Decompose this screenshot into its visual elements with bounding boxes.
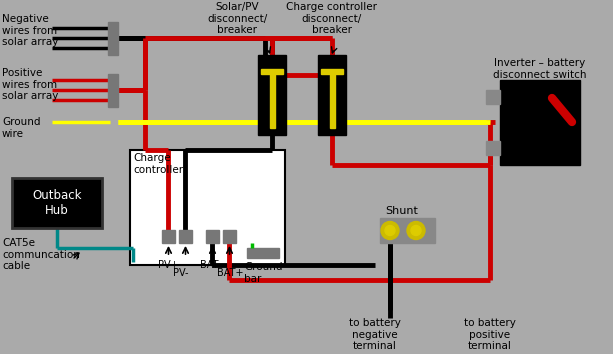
Bar [223,230,236,243]
Text: to battery
negative
terminal: to battery negative terminal [349,318,401,351]
Bar [130,150,285,265]
Text: Shunt: Shunt [385,206,418,216]
Bar [321,69,343,74]
Bar [179,230,192,243]
Bar [486,141,500,155]
Bar [318,55,346,135]
Text: Charge
controller: Charge controller [133,153,183,175]
Bar [486,90,500,104]
Text: Inverter – battery
disconnect switch: Inverter – battery disconnect switch [493,58,587,80]
Bar [162,230,175,243]
Bar [270,74,275,128]
Bar [258,55,286,135]
Text: PV-: PV- [173,268,189,278]
Bar [108,74,118,107]
Bar [247,248,279,258]
Bar [330,74,335,128]
Text: Negative
wires from
solar array: Negative wires from solar array [2,14,58,47]
Text: Charge controller
disconnect/
breaker: Charge controller disconnect/ breaker [286,2,378,35]
Bar [500,80,580,165]
Circle shape [407,222,425,240]
Bar [261,69,283,74]
Text: BAT-: BAT- [200,260,221,270]
Text: Solar/PV
disconnect/
breaker: Solar/PV disconnect/ breaker [207,2,267,35]
Circle shape [411,225,421,235]
Circle shape [385,225,395,235]
Text: to battery
positive
terminal: to battery positive terminal [464,318,516,351]
Circle shape [381,222,399,240]
Text: Positive
wires from
solar array: Positive wires from solar array [2,68,58,101]
Text: CAT5e
communcation
cable: CAT5e communcation cable [2,238,80,271]
Text: Outback
Hub: Outback Hub [32,189,82,217]
Text: PV+: PV+ [158,260,178,270]
Text: Ground
bar: Ground bar [244,262,283,284]
Bar [380,218,435,243]
Text: BAT+: BAT+ [217,268,243,278]
Bar [108,22,118,55]
Bar [12,178,102,228]
Bar [206,230,219,243]
Text: Ground
wire: Ground wire [2,117,40,139]
